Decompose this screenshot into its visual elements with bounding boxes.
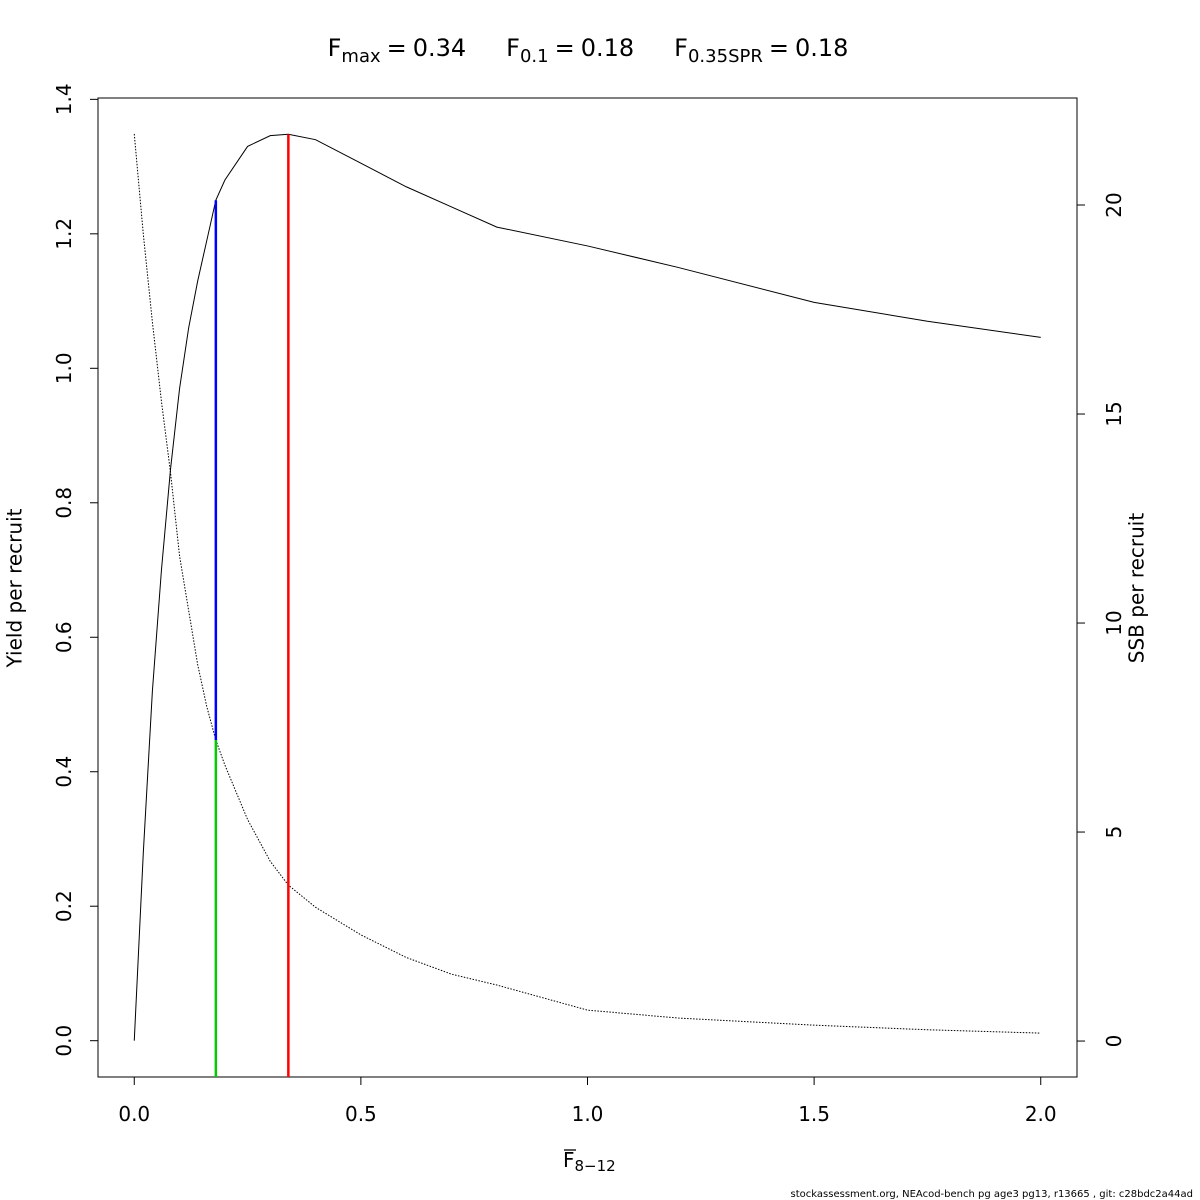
title-symbol: F	[506, 34, 520, 62]
y2-tick-label: 15	[1102, 401, 1126, 426]
plot-frame	[97, 97, 1078, 1078]
y-tick-label: 1.2	[52, 218, 76, 250]
y-tick-label: 0.4	[52, 756, 76, 788]
y2-tick-label: 0	[1102, 1035, 1126, 1048]
x-tick-label: 0.0	[118, 1102, 150, 1126]
y-tick-label: 1.0	[52, 352, 76, 384]
y-tick-label: 0.8	[52, 487, 76, 519]
y2-tick-label: 20	[1102, 192, 1126, 217]
y-tick-label: 0.6	[52, 621, 76, 653]
footer: stockassessment.org, NEAcod-bench pg age…	[791, 1189, 1193, 1200]
title-value: 0.18	[581, 34, 634, 62]
title-sign: =	[769, 34, 789, 62]
y-axis-label: Yield per recruit	[3, 508, 27, 668]
x-axis-label: F8−12	[563, 1148, 616, 1175]
x-label-symbol: F	[563, 1148, 575, 1172]
title-subscript: 0.1	[520, 46, 549, 67]
y-tick-label: 0.2	[52, 890, 76, 922]
title-sign: =	[387, 34, 407, 62]
x-tick-label: 0.5	[345, 1102, 377, 1126]
x-tick-label: 2.0	[1025, 1102, 1057, 1126]
title-subscript: max	[341, 46, 381, 67]
title-symbol: F	[674, 34, 688, 62]
chart-title: Fmax = 0.34 F0.1 = 0.18 F0.35SPR = 0.18	[328, 34, 849, 67]
title-symbol: F	[328, 34, 342, 62]
y2-tick-label: 10	[1102, 610, 1126, 635]
x-label-subscript: 8−12	[575, 1157, 616, 1175]
y-tick-label: 0.0	[52, 1025, 76, 1057]
title-sign: =	[555, 34, 575, 62]
title-value: 0.34	[413, 34, 466, 62]
y2-axis-label: SSB per recruit	[1125, 513, 1149, 664]
x-tick-label: 1.5	[798, 1102, 830, 1126]
x-axis-label-text: F8−12	[563, 1148, 616, 1175]
y-tick-label: 1.4	[52, 83, 76, 115]
x-tick-label: 1.0	[572, 1102, 604, 1126]
series-line	[133, 133, 1041, 1041]
title-subscript: 0.35SPR	[688, 46, 763, 67]
series-line	[133, 133, 1041, 1034]
y2-tick-label: 5	[1102, 826, 1126, 839]
title-value: 0.18	[795, 34, 848, 62]
